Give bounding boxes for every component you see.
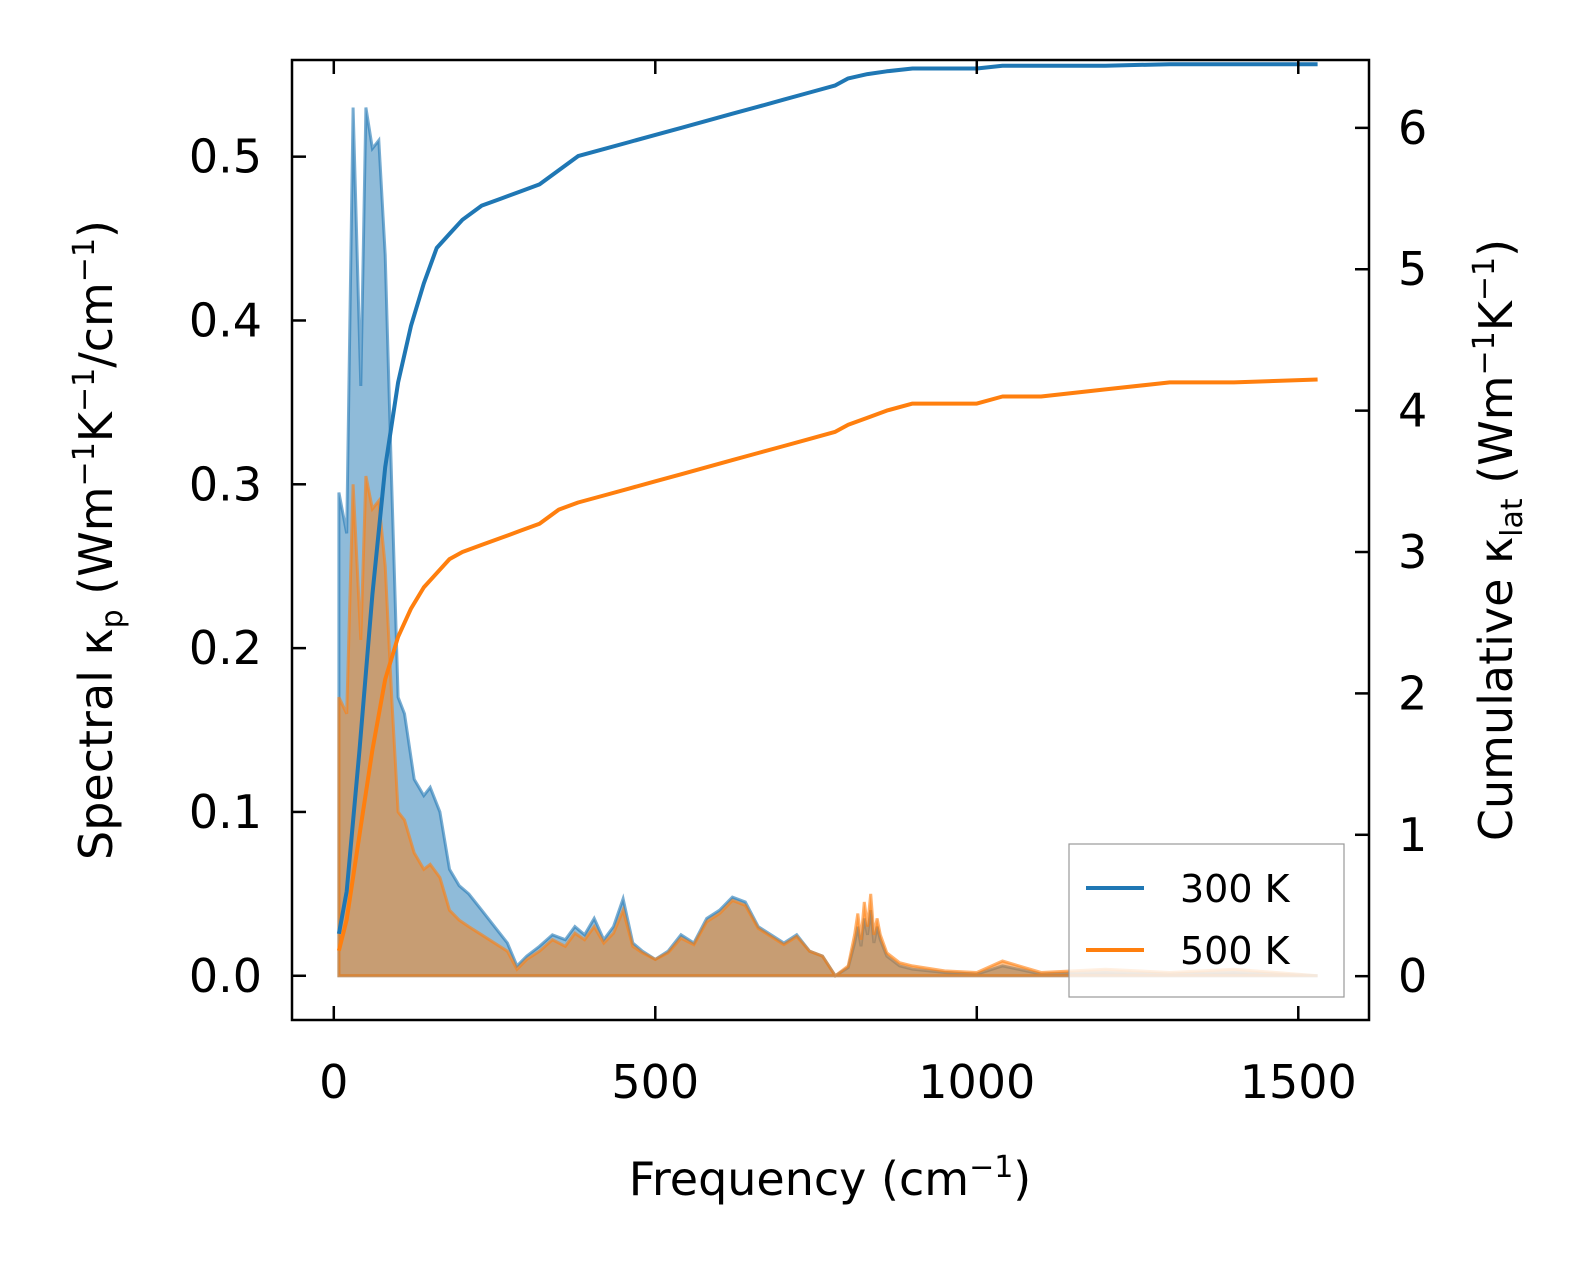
right-y-title-end: ) bbox=[1469, 239, 1523, 257]
left-y-tick-label: 0.1 bbox=[189, 785, 262, 839]
x-tick-label: 1500 bbox=[1240, 1055, 1357, 1109]
x-axis-title-sup: −1 bbox=[969, 1150, 1013, 1185]
left-y-tick-label: 0.3 bbox=[189, 457, 262, 511]
right-y-tick-label: 5 bbox=[1398, 242, 1427, 296]
left-y-title-sub: p bbox=[95, 609, 130, 628]
cumulative-line-500k bbox=[336, 377, 1318, 952]
tick-layer: 0 500 1000 1500 0.0 0.1 0.2 0.3 0.4 0.5 0 1 2 3 4 5 6 bbox=[189, 60, 1427, 1109]
left-y-axis-title: Spectral κp (Wm−1K−1/cm−1) bbox=[67, 220, 130, 860]
plot-frame bbox=[290, 58, 1371, 1022]
legend-label-500k: 500 K bbox=[1180, 929, 1291, 973]
x-tick-label: 500 bbox=[611, 1055, 699, 1109]
right-y-title-sub: lat bbox=[1495, 498, 1530, 537]
left-y-tick-label: 0.2 bbox=[189, 621, 262, 675]
right-y-tick-label: 4 bbox=[1398, 384, 1427, 438]
left-y-tick-label: 0.5 bbox=[189, 130, 262, 184]
right-y-title-sup1: −1 bbox=[1467, 331, 1502, 375]
right-y-tick-label: 1 bbox=[1398, 808, 1427, 862]
legend-box bbox=[1068, 843, 1345, 998]
left-y-title-sup2: −1 bbox=[67, 368, 102, 412]
spectral-fill-500k bbox=[337, 475, 1318, 978]
left-y-title-slash: /cm bbox=[69, 282, 123, 368]
right-y-title-sup2: −1 bbox=[1467, 257, 1502, 301]
left-y-title-sup3: −1 bbox=[67, 238, 102, 282]
right-y-tick-label: 2 bbox=[1398, 666, 1427, 720]
left-y-title-end: ) bbox=[69, 220, 123, 238]
left-y-tick-label: 0.0 bbox=[189, 949, 262, 1003]
left-y-title-main: Spectral κ bbox=[69, 628, 123, 860]
x-axis-title-end: ) bbox=[1013, 1152, 1031, 1206]
cumulative-line-300k bbox=[336, 62, 1318, 935]
x-axis-title-main: Frequency (cm bbox=[629, 1152, 969, 1206]
right-y-tick-label: 6 bbox=[1398, 101, 1427, 155]
x-tick-label: 0 bbox=[319, 1055, 348, 1109]
spectral-fill-layer bbox=[337, 107, 1318, 978]
x-axis-title: Frequency (cm−1) bbox=[629, 1150, 1032, 1206]
cumulative-line-layer bbox=[336, 62, 1318, 952]
left-y-title-mid: (Wm bbox=[69, 486, 123, 609]
right-y-axis-title: Cumulative κlat (Wm−1K−1) bbox=[1467, 239, 1530, 841]
legend-label-300k: 300 K bbox=[1180, 867, 1291, 911]
left-y-tick-label: 0.4 bbox=[189, 293, 262, 347]
left-y-title-k: K bbox=[69, 410, 123, 442]
legend: 300 K 500 K bbox=[1068, 843, 1345, 998]
right-y-tick-label: 3 bbox=[1398, 525, 1427, 579]
right-y-title-k: K bbox=[1469, 299, 1523, 331]
right-y-title-main: Cumulative κ bbox=[1469, 537, 1523, 841]
right-y-tick-label: 0 bbox=[1398, 949, 1427, 1003]
x-tick-label: 1000 bbox=[918, 1055, 1035, 1109]
left-y-title-sup1: −1 bbox=[67, 442, 102, 486]
right-y-title-mid: (Wm bbox=[1469, 375, 1523, 498]
